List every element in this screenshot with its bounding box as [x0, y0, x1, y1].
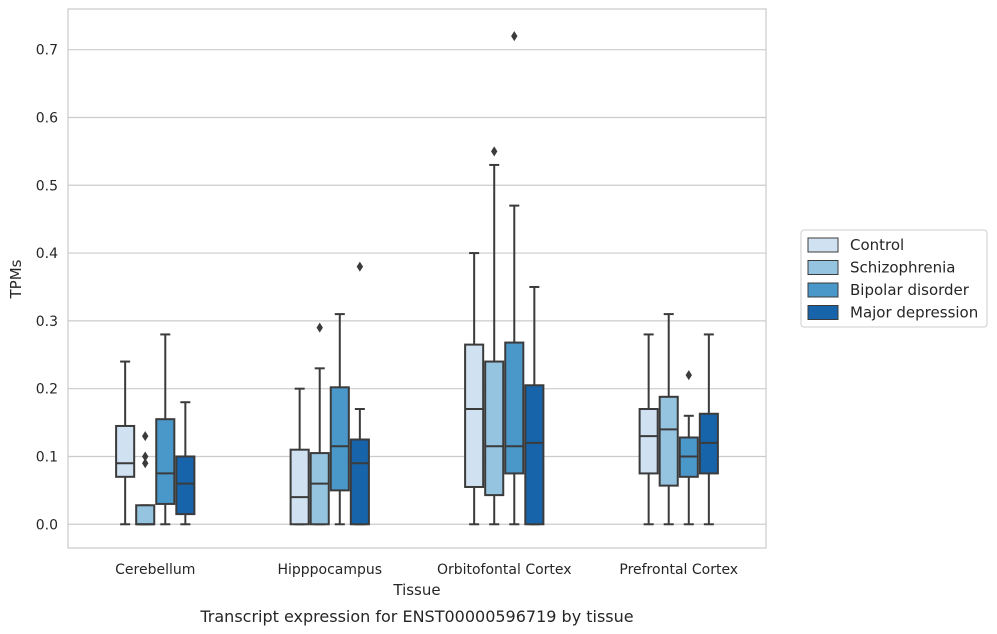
legend-swatch: [807, 260, 839, 275]
box: [175, 455, 196, 516]
box: [329, 386, 350, 492]
box: [309, 452, 330, 526]
x-axis-ticks: Cerebellum Hipppocampus Orbitofontal Corte…: [115, 562, 738, 578]
box-group: [309, 322, 330, 526]
y-tick-label: 0.6: [36, 110, 58, 126]
box-group: [289, 387, 310, 526]
legend-label: Schizophrenia: [850, 259, 955, 277]
box-group: [698, 333, 719, 526]
y-axis-title: TPMs: [7, 259, 25, 299]
box-group: [175, 401, 196, 526]
x-tick-label: Hipppocampus: [277, 562, 382, 578]
x-axis-title: Tissue: [392, 581, 440, 599]
box-group: [155, 333, 176, 526]
box-group: [484, 146, 505, 526]
box-group: [524, 285, 545, 526]
box-group: [504, 31, 525, 526]
outlier-point: [356, 261, 364, 272]
legend-swatch: [807, 237, 839, 253]
outlier-point: [142, 451, 149, 462]
box: [115, 424, 136, 478]
x-tick-label: Cerebellum: [115, 562, 195, 578]
x-tick-label: Orbitofontal Cortex: [437, 562, 572, 578]
box: [135, 504, 156, 526]
box-group: [329, 313, 350, 526]
box: [464, 343, 485, 488]
box-layer: [115, 31, 719, 526]
outlier-point: [142, 431, 149, 442]
outlier-point: [142, 458, 149, 469]
outlier-point: [491, 146, 498, 157]
plot-frame: [67, 8, 767, 549]
box-group: [349, 261, 370, 526]
y-tick-label: 0.2: [36, 382, 58, 398]
legend-label: Major depression: [850, 304, 978, 322]
x-tick-label: Prefrontal Cortex: [619, 562, 738, 578]
legend-label: Control: [850, 236, 904, 254]
box-group: [658, 313, 679, 526]
legend-swatch: [807, 282, 839, 298]
y-axis-ticks: 0.0 0.1 0.2 0.3 0.4 0.5 0.6 0.7: [36, 43, 58, 534]
box-group: [678, 370, 699, 526]
y-tick-label: 0.0: [36, 517, 58, 533]
box-group: [638, 333, 659, 526]
box-group: [464, 252, 485, 526]
box: [289, 448, 310, 526]
legend-swatch: [807, 305, 839, 320]
y-tick-label: 0.4: [36, 246, 58, 262]
box: [658, 395, 679, 487]
box: [349, 438, 370, 526]
y-tick-label: 0.3: [36, 314, 58, 330]
outlier-point: [316, 322, 323, 333]
box: [504, 341, 525, 475]
legend-frame: [800, 229, 988, 328]
y-tick-label: 0.1: [36, 449, 58, 465]
box: [638, 408, 659, 475]
box: [484, 360, 505, 497]
y-tick-label: 0.5: [36, 178, 58, 194]
box-group: [115, 360, 136, 526]
chart-caption: Transcript expression for ENST0000059671…: [199, 607, 633, 626]
legend: Control Schizophrenia Bipolar disorder Majo…: [800, 229, 988, 328]
y-tick-label: 0.7: [36, 43, 58, 59]
box-group: [135, 431, 156, 526]
box: [155, 418, 176, 505]
outlier-point: [685, 370, 692, 381]
outlier-point: [511, 31, 518, 42]
legend-label: Bipolar disorder: [850, 281, 970, 299]
box: [524, 384, 545, 526]
